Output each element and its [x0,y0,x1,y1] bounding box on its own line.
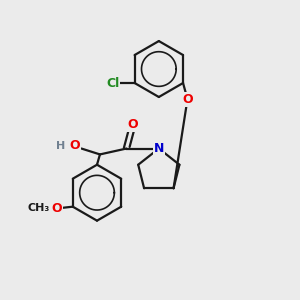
Text: O: O [70,139,80,152]
Text: CH₃: CH₃ [27,203,50,213]
Text: O: O [127,118,138,130]
Text: N: N [154,142,164,155]
Text: H: H [56,141,65,151]
Text: Cl: Cl [106,76,119,89]
Text: O: O [182,93,193,106]
Text: O: O [51,202,62,215]
